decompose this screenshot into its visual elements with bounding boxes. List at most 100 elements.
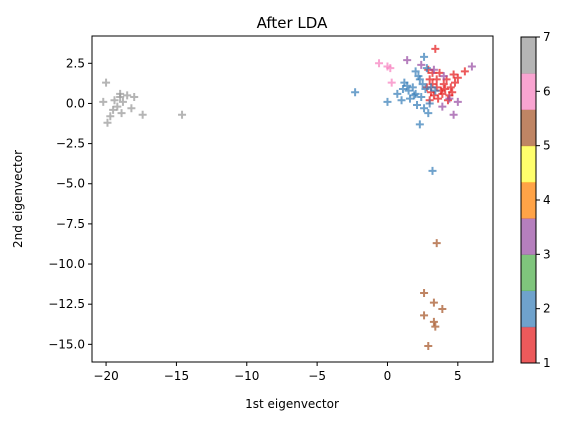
- data-point: [127, 104, 136, 113]
- series-6: [420, 239, 447, 350]
- data-point: [434, 94, 443, 103]
- series-1: [422, 44, 469, 105]
- data-point: [123, 91, 132, 100]
- x-tick-label: −15: [164, 369, 189, 383]
- data-point: [398, 84, 407, 93]
- data-point: [130, 93, 139, 102]
- y-tick-label: −2.5: [56, 137, 85, 151]
- data-point: [425, 99, 434, 108]
- colorbar-segment: [521, 37, 536, 74]
- colorbar-segment: [521, 145, 536, 183]
- data-point: [117, 109, 126, 118]
- data-point: [375, 59, 384, 68]
- x-axis-label: 1st eigenvector: [245, 397, 339, 411]
- colorbar-tick-label: 7: [543, 30, 551, 44]
- colorbar: 1 2 3 4 5 6 7: [520, 30, 551, 370]
- data-point: [421, 84, 430, 93]
- colorbar-segment: [521, 326, 536, 364]
- data-point: [116, 89, 125, 98]
- data-point: [397, 96, 406, 105]
- data-point: [413, 101, 422, 110]
- data-point: [403, 81, 412, 90]
- data-point: [178, 110, 187, 119]
- data-point: [467, 62, 476, 71]
- data-point: [103, 118, 112, 127]
- data-point: [415, 120, 424, 129]
- data-point: [439, 72, 448, 81]
- data-point: [425, 75, 434, 84]
- data-point: [420, 288, 429, 297]
- x-tick-label: 0: [384, 369, 392, 383]
- series-7: [375, 59, 396, 87]
- data-point: [420, 104, 429, 113]
- data-point: [138, 110, 147, 119]
- data-point: [102, 78, 111, 87]
- colorbar-tick-label: 6: [543, 84, 551, 98]
- data-point: [417, 93, 426, 102]
- x-tick-label: −5: [308, 369, 326, 383]
- data-point: [439, 80, 448, 89]
- data-point: [431, 322, 440, 331]
- plot-area: [99, 44, 476, 350]
- y-tick-label: 0.0: [66, 96, 85, 110]
- data-point: [110, 96, 119, 105]
- colorbar-tick-label: 3: [543, 247, 551, 261]
- y-tick-label: −12.5: [48, 297, 85, 311]
- data-point: [445, 94, 454, 103]
- colorbar-segment: [521, 181, 536, 219]
- data-point: [449, 70, 458, 79]
- data-point: [429, 298, 438, 307]
- series-3: [403, 56, 476, 119]
- data-point: [113, 102, 122, 111]
- data-point: [405, 94, 414, 103]
- data-point: [435, 68, 444, 77]
- colorbar-tick-label: 4: [543, 193, 551, 207]
- colorbar-tick-label: 2: [543, 302, 551, 316]
- colorbar-segment: [521, 254, 536, 292]
- data-point: [431, 44, 440, 53]
- data-point: [99, 97, 108, 106]
- data-point: [438, 89, 447, 98]
- data-point: [431, 86, 440, 95]
- series-2: [351, 52, 440, 175]
- plot-frame: [91, 35, 494, 363]
- data-point: [383, 97, 392, 106]
- data-point: [429, 317, 438, 326]
- data-point: [118, 97, 127, 106]
- data-point: [449, 110, 458, 119]
- data-point: [438, 102, 447, 111]
- y-axis: 2.5 0.0 −2.5 −5.0 −7.5 −10.0 −12.5 −15.0: [48, 56, 92, 351]
- x-tick-label: −10: [234, 369, 259, 383]
- data-point: [404, 86, 413, 95]
- colorbar-tick-label: 5: [543, 139, 551, 153]
- data-point: [453, 97, 462, 106]
- data-point: [417, 60, 426, 69]
- colorbar-segment: [521, 218, 536, 255]
- data-point: [432, 75, 441, 84]
- data-point: [420, 311, 429, 320]
- data-point: [418, 80, 427, 89]
- data-point: [415, 75, 424, 84]
- series-8: [99, 78, 187, 127]
- data-point: [429, 65, 438, 74]
- data-point: [386, 64, 395, 73]
- colorbar-segment: [521, 73, 536, 110]
- data-point: [411, 89, 420, 98]
- x-tick-label: 5: [454, 369, 462, 383]
- data-point: [443, 96, 452, 105]
- y-tick-label: −7.5: [56, 217, 85, 231]
- data-point: [432, 239, 441, 248]
- data-point: [387, 78, 396, 87]
- data-point: [427, 83, 436, 92]
- data-point: [428, 166, 437, 175]
- data-point: [422, 64, 431, 73]
- y-axis-label: 2nd eigenvector: [11, 150, 25, 248]
- data-point: [420, 52, 429, 61]
- y-tick-label: 2.5: [66, 56, 85, 70]
- y-tick-label: −15.0: [48, 337, 85, 351]
- data-point: [446, 83, 455, 92]
- data-point: [424, 341, 433, 350]
- data-point: [106, 112, 115, 121]
- data-point: [424, 109, 433, 118]
